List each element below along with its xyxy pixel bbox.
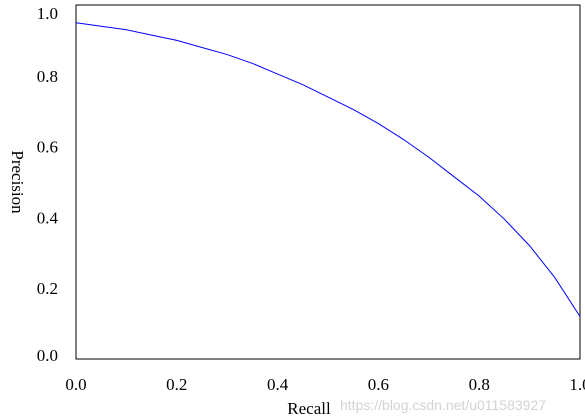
y-tick-label: 0.0 xyxy=(37,346,58,365)
y-tick-label: 0.8 xyxy=(37,67,58,86)
y-axis-label: Precision xyxy=(8,150,27,214)
y-axis-ticks: 0.0 0.2 0.4 0.6 0.8 1.0 xyxy=(37,4,59,365)
x-tick-label: 0.4 xyxy=(267,375,289,394)
plot-frame xyxy=(75,4,581,360)
y-tick-label: 0.2 xyxy=(37,279,58,298)
x-tick-label: 1.0 xyxy=(569,375,585,394)
pr-curve-line xyxy=(75,22,581,317)
watermark: https://blog.csdn.net/u011583927 xyxy=(340,397,546,413)
x-tick-label: 0.0 xyxy=(65,375,86,394)
y-tick-label: 0.4 xyxy=(37,208,59,227)
x-tick-label: 0.8 xyxy=(469,375,490,394)
series-layer xyxy=(75,22,581,317)
y-tick-label: 1.0 xyxy=(37,4,58,23)
y-tick-label: 0.6 xyxy=(37,138,58,157)
x-tick-label: 0.6 xyxy=(368,375,389,394)
x-tick-label: 0.2 xyxy=(166,375,187,394)
x-axis-ticks: 0.0 0.2 0.4 0.6 0.8 1.0 xyxy=(65,375,585,394)
x-axis-label: Recall xyxy=(287,399,331,418)
